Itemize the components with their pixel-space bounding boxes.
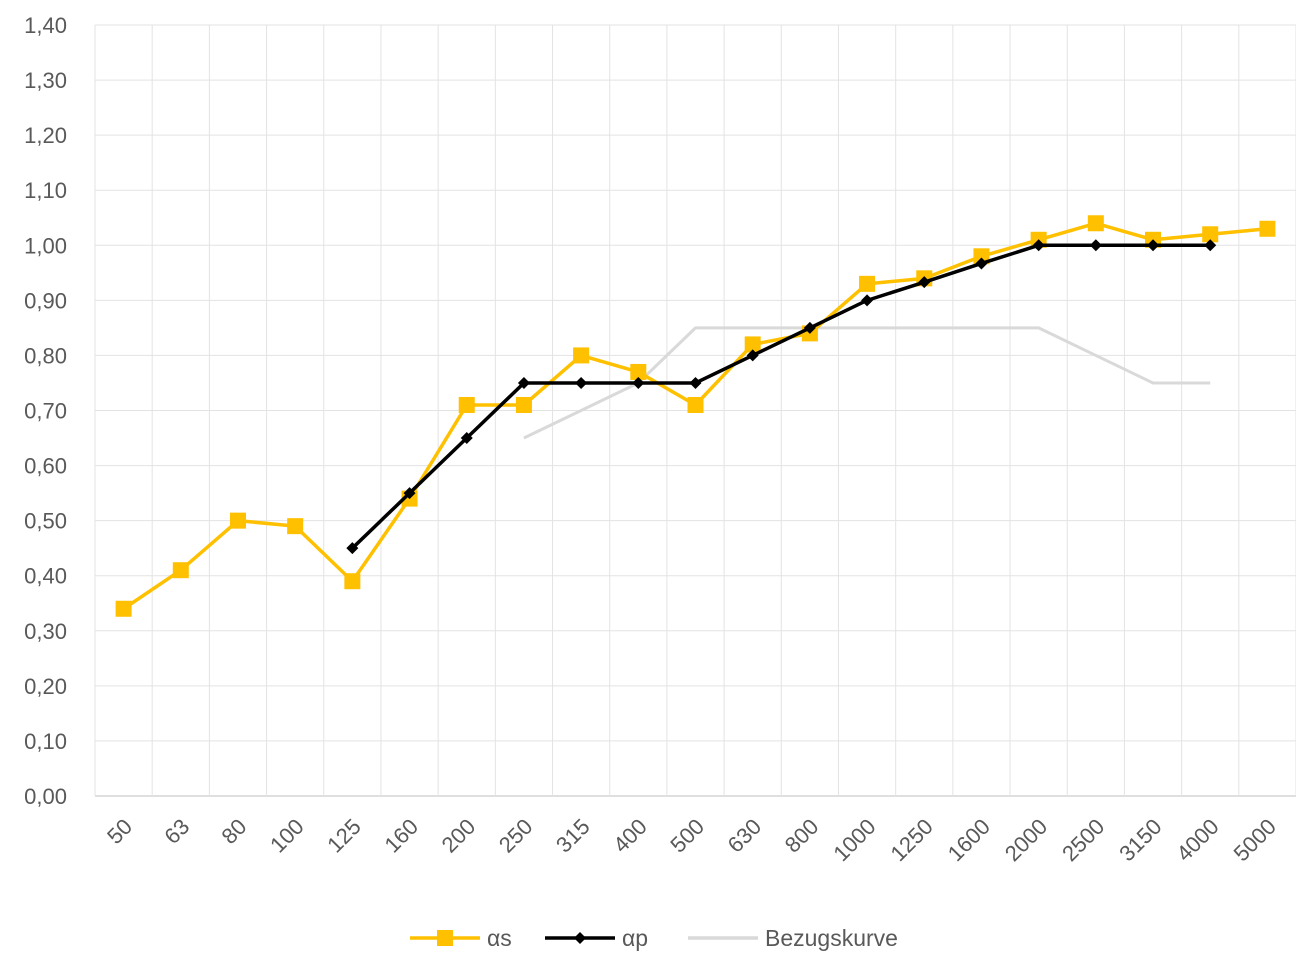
data-point-diamond bbox=[1089, 239, 1102, 252]
x-tick-label: 80 bbox=[217, 814, 252, 849]
legend-marker-diamond bbox=[574, 932, 586, 944]
x-axis: 50 63 80 100 125 160 200 250 315 400 500 630 800 1000… bbox=[102, 814, 1281, 866]
y-tick-label: 0,10 bbox=[24, 729, 67, 754]
x-tick-label: 50 bbox=[102, 814, 137, 849]
data-point-diamond bbox=[1032, 239, 1045, 252]
x-tick-label: 2000 bbox=[1000, 814, 1052, 866]
y-tick-label: 0,70 bbox=[24, 399, 67, 424]
x-tick-label: 5000 bbox=[1229, 814, 1281, 866]
legend-marker-square bbox=[437, 930, 453, 946]
plot-area bbox=[115, 215, 1276, 617]
data-point-diamond bbox=[460, 432, 473, 445]
x-tick-label: 250 bbox=[494, 814, 538, 858]
data-point-square bbox=[115, 600, 132, 617]
series-line bbox=[122, 221, 1268, 611]
data-point-square bbox=[287, 518, 304, 535]
y-tick-label: 0,00 bbox=[24, 784, 67, 809]
x-tick-label: 3150 bbox=[1114, 814, 1166, 866]
legend-label: Bezugskurve bbox=[765, 925, 898, 951]
x-tick-label: 125 bbox=[322, 814, 366, 858]
data-point-square bbox=[1202, 226, 1219, 243]
data-point-diamond bbox=[346, 542, 359, 555]
data-point-diamond bbox=[1204, 239, 1217, 252]
data-point-diamond bbox=[575, 376, 588, 389]
y-tick-label: 0,40 bbox=[24, 564, 67, 589]
x-tick-label: 2500 bbox=[1057, 814, 1109, 866]
data-point-square bbox=[344, 573, 361, 590]
data-point-diamond bbox=[803, 321, 816, 334]
data-point-diamond bbox=[918, 276, 931, 289]
y-tick-label: 0,20 bbox=[24, 674, 67, 699]
x-tick-label: 400 bbox=[608, 814, 652, 858]
data-point-square bbox=[973, 248, 990, 265]
data-point-square bbox=[687, 396, 704, 413]
x-tick-label: 160 bbox=[379, 814, 423, 858]
y-tick-label: 1,00 bbox=[24, 233, 67, 258]
data-point-square bbox=[1087, 215, 1104, 232]
x-tick-label: 200 bbox=[437, 814, 481, 858]
y-tick-label: 1,10 bbox=[24, 178, 67, 203]
x-tick-label: 100 bbox=[265, 814, 309, 858]
x-tick-label: 315 bbox=[551, 814, 595, 858]
data-point-square bbox=[630, 363, 647, 380]
y-tick-label: 0,50 bbox=[24, 509, 67, 534]
x-tick-label: 500 bbox=[665, 814, 709, 858]
data-point-square bbox=[229, 512, 246, 529]
data-point-square bbox=[458, 396, 475, 413]
data-point-diamond bbox=[746, 349, 759, 362]
data-point-square bbox=[1259, 220, 1276, 237]
data-point-diamond bbox=[517, 376, 530, 389]
data-point-square bbox=[515, 396, 532, 413]
data-point-diamond bbox=[861, 294, 874, 307]
data-point-square bbox=[172, 562, 189, 579]
y-tick-label: 0,80 bbox=[24, 343, 67, 368]
x-tick-label: 800 bbox=[780, 814, 824, 858]
y-tick-label: 1,40 bbox=[24, 13, 67, 38]
legend-label: αp bbox=[622, 925, 648, 951]
y-tick-label: 0,30 bbox=[24, 619, 67, 644]
y-tick-label: 1,20 bbox=[24, 123, 67, 148]
data-point-square bbox=[859, 275, 876, 292]
x-tick-label: 630 bbox=[723, 814, 767, 858]
data-point-diamond bbox=[1147, 239, 1160, 252]
data-point-square bbox=[744, 336, 761, 353]
data-point-square bbox=[573, 347, 590, 364]
y-tick-label: 0,60 bbox=[24, 454, 67, 479]
series-line bbox=[351, 243, 1211, 550]
legend: αs αp Bezugskurve bbox=[410, 925, 898, 951]
x-tick-label: 4000 bbox=[1171, 814, 1223, 866]
data-point-diamond bbox=[403, 487, 416, 500]
x-tick-label: 1250 bbox=[886, 814, 938, 866]
x-tick-label: 63 bbox=[159, 814, 194, 849]
data-point-diamond bbox=[975, 257, 988, 270]
x-tick-label: 1600 bbox=[943, 814, 995, 866]
data-point-diamond bbox=[632, 376, 645, 389]
data-point-diamond bbox=[689, 376, 702, 389]
y-tick-label: 0,90 bbox=[24, 288, 67, 313]
y-tick-label: 1,30 bbox=[24, 68, 67, 93]
y-axis: 0,00 0,10 0,20 0,30 0,40 0,50 0,60 0,70 0,80 0,90… bbox=[24, 13, 67, 809]
legend-label: αs bbox=[487, 925, 512, 951]
x-tick-label: 1000 bbox=[828, 814, 880, 866]
